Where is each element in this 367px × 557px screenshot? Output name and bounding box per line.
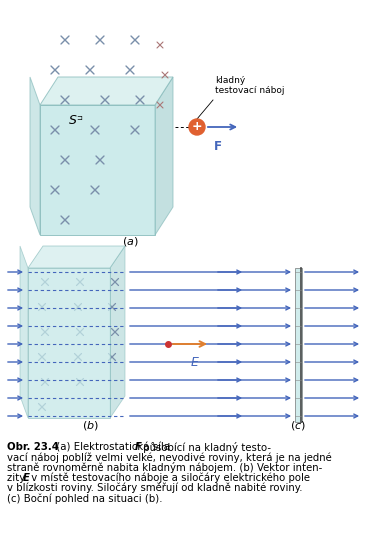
Text: kladný
testovací náboj: kladný testovací náboj bbox=[215, 76, 284, 95]
Text: v blízkosti roviny. Siločáry směřují od kladně nabité roviny.: v blízkosti roviny. Siločáry směřují od … bbox=[7, 483, 302, 494]
Polygon shape bbox=[28, 246, 125, 268]
Text: $S$: $S$ bbox=[68, 114, 78, 126]
Text: (a) Elektrostatická síla: (a) Elektrostatická síla bbox=[53, 442, 177, 452]
Text: F: F bbox=[135, 442, 142, 452]
Text: vací náboj poblíž velmi velké, nevodivé roviny, která je na jedné: vací náboj poblíž velmi velké, nevodivé … bbox=[7, 452, 332, 463]
Text: straně rovnoměrně nabita kladným nábojem. (b) Vektor inten-: straně rovnoměrně nabita kladným nábojem… bbox=[7, 462, 322, 473]
Polygon shape bbox=[110, 246, 125, 418]
Text: Obr. 23.4: Obr. 23.4 bbox=[7, 442, 59, 452]
Text: $(a)$: $(a)$ bbox=[122, 235, 138, 248]
Text: v místě testovacího náboje a siločáry elektrického pole: v místě testovacího náboje a siločáry el… bbox=[28, 472, 310, 483]
Polygon shape bbox=[30, 77, 40, 235]
Circle shape bbox=[189, 119, 205, 135]
Text: působící na kladný testo-: působící na kladný testo- bbox=[140, 442, 271, 453]
Text: $(b)$: $(b)$ bbox=[81, 419, 98, 432]
Text: +: + bbox=[192, 120, 202, 133]
Polygon shape bbox=[28, 268, 110, 418]
Text: E: E bbox=[23, 472, 30, 482]
Bar bbox=[295, 268, 302, 422]
Polygon shape bbox=[40, 77, 173, 105]
Text: $\mathbf{\mathit{E}}$: $\mathbf{\mathit{E}}$ bbox=[190, 356, 200, 369]
Text: (c) Boční pohled na situaci (b).: (c) Boční pohled na situaci (b). bbox=[7, 493, 163, 504]
Text: zity: zity bbox=[7, 472, 29, 482]
Text: $\mathbf{F}$: $\mathbf{F}$ bbox=[214, 140, 222, 153]
Polygon shape bbox=[20, 246, 28, 418]
Polygon shape bbox=[40, 105, 155, 235]
Polygon shape bbox=[155, 77, 173, 235]
Text: $\sqsupset$: $\sqsupset$ bbox=[75, 114, 83, 122]
Text: $(c)$: $(c)$ bbox=[290, 419, 306, 432]
